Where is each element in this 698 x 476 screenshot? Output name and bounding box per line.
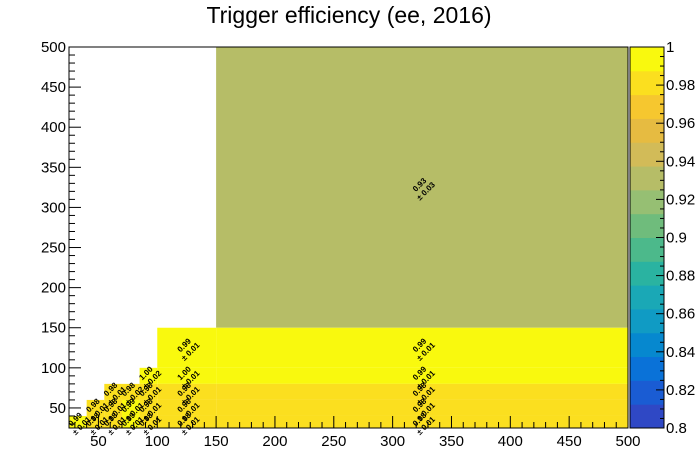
y-tick-label: 100: [41, 360, 66, 377]
colorbar-segment: [630, 118, 664, 143]
colorbar-tick-label: 0.9: [666, 230, 687, 247]
colorbar-segment: [630, 404, 664, 429]
heatmap-cell: [139, 415, 158, 428]
x-tick-label: 100: [145, 433, 170, 450]
heatmap-cell: [139, 399, 158, 416]
colorbar: 0.8 0.82 0.84 0.86 0.88 0.9 0.92 0.94 0.96 0.98 1: [629, 39, 695, 437]
colorbar-segment: [630, 261, 664, 286]
y-tick-label: 250: [41, 240, 66, 257]
heatmap-cell: [104, 383, 122, 400]
x-tick-label: 350: [439, 433, 464, 450]
heatmap-cell: [69, 415, 87, 428]
heatmap-cell: [104, 415, 122, 428]
chart-title: Trigger efficiency (ee, 2016): [206, 2, 492, 28]
heatmap-cell: [86, 415, 105, 428]
x-tick-label: 400: [498, 433, 523, 450]
colorbar-segment: [630, 189, 664, 215]
y-tick-label: 50: [49, 400, 66, 417]
x-tick-label: 450: [557, 433, 582, 450]
colorbar-tick-label: 0.96: [666, 115, 695, 132]
colorbar-tick-label: 0.8: [666, 420, 687, 437]
y-tick-label: 500: [41, 39, 66, 56]
colorbar-segment: [630, 237, 664, 262]
y-tick-label: 300: [41, 199, 66, 216]
heatmap-cell: [139, 367, 158, 384]
heatmap-cell: [157, 383, 217, 400]
heatmap-cell: [121, 415, 140, 428]
heatmap-cells: [69, 47, 628, 428]
x-tick-label: 500: [615, 433, 640, 450]
y-tick-label: 200: [41, 280, 66, 297]
y-tick-label: 450: [41, 79, 66, 96]
axes: 50 100 150 200 250 300 350 400 450 500 50 100 150 200…: [41, 39, 641, 450]
heatmap-cell: [157, 367, 217, 384]
colorbar-tick-label: 1: [666, 39, 674, 56]
heatmap-cell: [139, 383, 158, 400]
colorbar-segment: [630, 380, 664, 405]
y-tick-label: 400: [41, 119, 66, 136]
colorbar-segment: [630, 142, 664, 167]
heatmap-cell: [86, 399, 105, 416]
colorbar-segment: [630, 285, 664, 310]
colorbar-tick-label: 0.84: [666, 344, 695, 361]
x-tick-label: 300: [380, 433, 405, 450]
heatmap-cell: [216, 383, 628, 400]
y-tick-label: 350: [41, 159, 66, 176]
colorbar-segment: [630, 70, 664, 96]
colorbar-segment: [630, 94, 664, 119]
colorbar-tick-label: 0.88: [666, 268, 695, 285]
x-tick-label: 200: [262, 433, 287, 450]
colorbar-tick-label: 0.98: [666, 77, 695, 94]
colorbar-segment: [630, 308, 664, 334]
y-tick-label: 150: [41, 320, 66, 337]
colorbar-tick-label: 0.94: [666, 153, 695, 170]
colorbar-segment: [630, 47, 664, 72]
heatmap-cell: [216, 399, 628, 416]
heatmap-cell: [216, 327, 628, 368]
colorbar-segment: [630, 356, 664, 381]
heatmap-cell: [216, 415, 628, 428]
colorbar-segment: [630, 213, 664, 238]
plot-frame: [68, 46, 629, 429]
heatmap-cell: [157, 327, 217, 368]
x-tick-label: 250: [321, 433, 346, 450]
colorbar-tick-label: 0.82: [666, 382, 695, 399]
colorbar-segment: [630, 166, 664, 191]
heatmap-cell: [157, 399, 217, 416]
heatmap-cell: [216, 47, 628, 328]
heatmap-cell: [104, 399, 122, 416]
x-tick-label: 150: [204, 433, 229, 450]
x-tick-label: 50: [90, 433, 107, 450]
colorbar-tick-label: 0.86: [666, 306, 695, 323]
heatmap-cell: [121, 399, 140, 416]
heatmap-cell: [216, 367, 628, 384]
colorbar-tick-label: 0.92: [666, 191, 695, 208]
heatmap-cell: [157, 415, 217, 428]
colorbar-segment: [630, 332, 664, 358]
heatmap-cell: [121, 383, 140, 400]
